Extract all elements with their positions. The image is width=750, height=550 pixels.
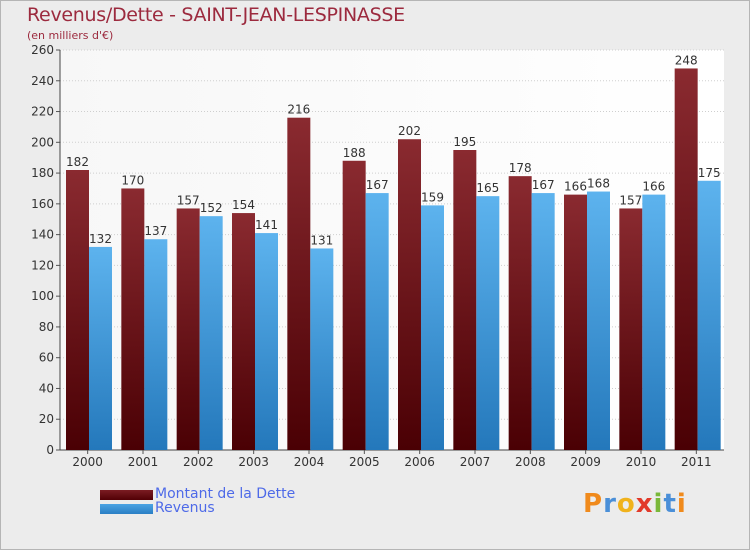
bar-dette: [287, 117, 311, 450]
bar-revenus: [587, 191, 610, 451]
x-tick-label: 2010: [626, 455, 657, 469]
data-label: 168: [587, 177, 610, 191]
data-label: 157: [177, 193, 200, 207]
y-tick-label: 20: [39, 412, 54, 426]
x-tick-label: 2003: [238, 455, 269, 469]
y-tick-label: 240: [31, 74, 54, 88]
y-tick-label: 60: [39, 351, 54, 365]
data-label: 131: [310, 233, 333, 247]
x-tick-label: 2001: [128, 455, 159, 469]
x-tick-label: 2008: [515, 455, 546, 469]
bar-revenus: [144, 239, 168, 450]
data-label: 166: [564, 180, 587, 194]
bar-revenus: [697, 180, 721, 450]
logo-letter: t: [663, 489, 677, 519]
data-label: 165: [476, 181, 499, 195]
bar-dette: [232, 213, 255, 450]
data-label: 202: [398, 124, 421, 138]
legend-label-dette: Montant de la Dette: [155, 486, 296, 502]
y-tick-label: 200: [31, 135, 54, 149]
x-tick-label: 2000: [72, 455, 103, 469]
y-tick-label: 260: [31, 43, 54, 57]
bar-revenus: [199, 216, 223, 450]
bar-revenus: [89, 246, 112, 450]
y-tick-label: 120: [31, 258, 54, 272]
data-label: 175: [698, 166, 721, 180]
data-label: 159: [421, 190, 444, 204]
y-tick-label: 160: [31, 197, 54, 211]
logo-letter: i: [653, 489, 664, 519]
bar-dette: [66, 170, 89, 450]
x-tick-label: 2006: [404, 455, 435, 469]
x-tick-label: 2009: [570, 455, 601, 469]
data-label: 248: [675, 53, 698, 67]
x-tick-label: 2002: [183, 455, 214, 469]
data-label: 166: [642, 180, 665, 194]
data-label: 216: [287, 103, 310, 117]
bar-dette: [619, 208, 643, 450]
y-tick-label: 0: [46, 443, 54, 457]
bar-revenus: [365, 193, 389, 451]
data-label: 167: [532, 178, 555, 192]
y-tick-label: 140: [31, 228, 54, 242]
chart-subtitle: (en milliers d'€): [27, 29, 114, 42]
bar-dette: [176, 208, 200, 450]
bar-dette: [121, 188, 145, 450]
x-tick-label: 2011: [681, 455, 712, 469]
bar-revenus: [642, 194, 666, 450]
bar-dette: [398, 139, 421, 450]
y-tick-label: 40: [39, 381, 54, 395]
data-label: 141: [255, 218, 278, 232]
data-label: 167: [366, 178, 389, 192]
bar-dette: [674, 68, 698, 450]
data-label: 154: [232, 198, 255, 212]
data-label: 182: [66, 155, 89, 169]
logo-letter: r: [603, 489, 617, 519]
bar-revenus: [476, 196, 500, 450]
y-tick-label: 100: [31, 289, 54, 303]
bar-dette: [564, 194, 587, 450]
data-label: 170: [121, 173, 144, 187]
logo-letter: P: [583, 489, 604, 519]
y-tick-label: 80: [39, 320, 54, 334]
x-tick-label: 2005: [349, 455, 380, 469]
legend-label-revenus: Revenus: [155, 500, 215, 516]
plot-area: [60, 50, 724, 450]
logo-letter: o: [616, 489, 636, 519]
bar-dette: [453, 150, 477, 450]
y-tick-label: 180: [31, 166, 54, 180]
bar-revenus: [255, 233, 278, 450]
x-tick-label: 2004: [294, 455, 325, 469]
logo-letter: x: [635, 489, 654, 519]
bar-dette: [508, 176, 532, 450]
data-label: 188: [343, 146, 366, 160]
data-label: 152: [200, 201, 223, 215]
bar-revenus: [421, 205, 444, 450]
chart-title: Revenus/Dette - SAINT-JEAN-LESPINASSE: [27, 4, 405, 26]
data-label: 132: [89, 232, 112, 246]
data-label: 178: [509, 161, 532, 175]
legend-swatch-dette: [100, 490, 153, 500]
data-label: 157: [619, 193, 642, 207]
bar-revenus: [531, 193, 555, 451]
logo-letter: i: [676, 489, 687, 519]
bar-dette: [342, 160, 366, 450]
y-tick-label: 220: [31, 105, 54, 119]
bar-revenus: [310, 248, 334, 450]
proxiti-logo: Proxiti: [583, 489, 687, 519]
data-label: 137: [144, 224, 167, 238]
x-tick-label: 2007: [460, 455, 491, 469]
data-label: 195: [453, 135, 476, 149]
legend-swatch-revenus: [100, 504, 153, 514]
